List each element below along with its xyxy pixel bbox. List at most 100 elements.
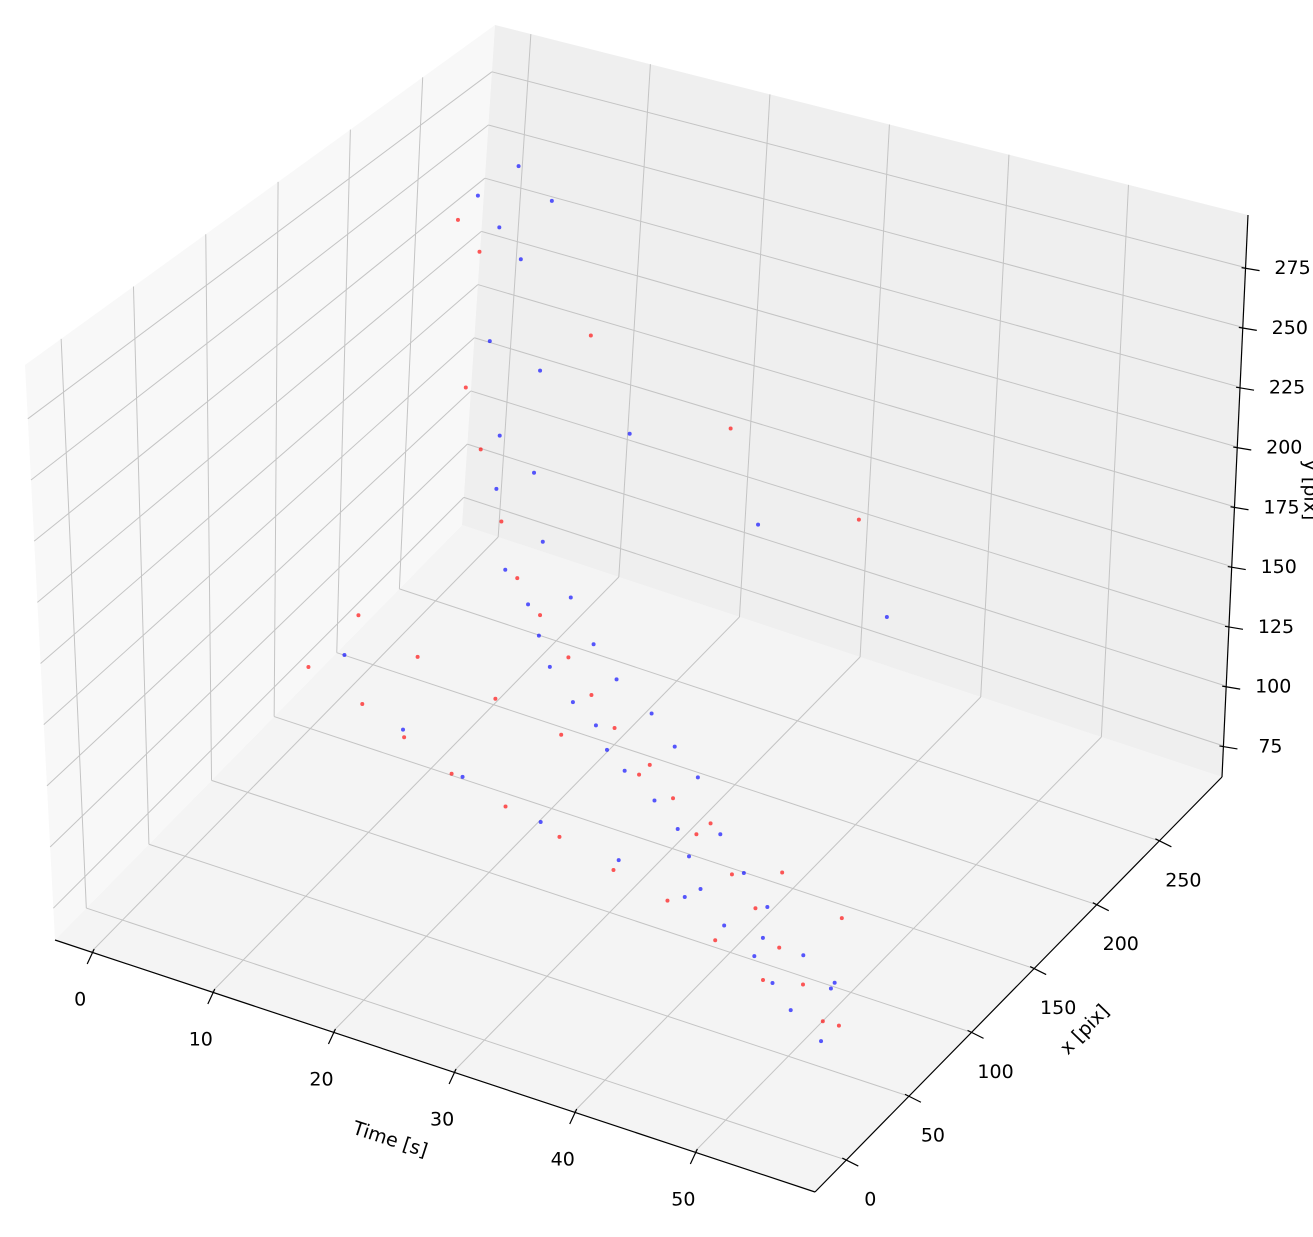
data-point bbox=[777, 945, 782, 950]
tick-mark bbox=[1092, 902, 1110, 912]
data-point bbox=[503, 567, 508, 572]
data-point bbox=[463, 385, 468, 390]
data-point bbox=[753, 906, 758, 911]
data-point bbox=[593, 723, 598, 728]
grid-line bbox=[497, 34, 532, 538]
grid-line bbox=[211, 779, 972, 1033]
grid-line bbox=[738, 94, 771, 618]
tick-mark bbox=[448, 1068, 457, 1085]
data-point bbox=[616, 858, 621, 863]
grid-line bbox=[132, 286, 150, 845]
data-point bbox=[729, 872, 734, 877]
data-point bbox=[604, 747, 609, 752]
axis-line bbox=[1221, 214, 1249, 778]
data-point bbox=[718, 832, 723, 837]
grid-line bbox=[477, 284, 1235, 508]
data-point bbox=[652, 798, 657, 803]
data-point bbox=[475, 193, 480, 198]
grid-line bbox=[398, 77, 424, 589]
grid-line bbox=[336, 129, 351, 653]
tick-mark bbox=[689, 1148, 698, 1165]
grid-line bbox=[474, 337, 1232, 568]
tick-mark bbox=[1224, 625, 1244, 630]
data-point bbox=[637, 772, 642, 777]
axis-line bbox=[54, 939, 816, 1193]
data-point bbox=[503, 804, 508, 809]
grid-line bbox=[481, 230, 1238, 448]
x-tick-label: 50 bbox=[671, 1189, 695, 1211]
data-point bbox=[518, 257, 523, 262]
data-point bbox=[478, 447, 483, 452]
data-point bbox=[665, 898, 670, 903]
data-point bbox=[515, 576, 520, 581]
data-point bbox=[722, 923, 727, 928]
data-point bbox=[549, 198, 554, 203]
back-pane bbox=[462, 25, 1248, 777]
grid-line bbox=[980, 154, 1010, 698]
data-point bbox=[547, 664, 552, 669]
grid-line bbox=[484, 177, 1241, 388]
grid-line bbox=[332, 616, 740, 1033]
data-point bbox=[487, 339, 492, 344]
data-point bbox=[649, 711, 654, 716]
data-point bbox=[760, 935, 765, 940]
grid-line bbox=[33, 177, 486, 542]
data-point bbox=[566, 655, 571, 660]
grid-line bbox=[488, 124, 1243, 328]
tick-mark bbox=[1155, 838, 1172, 848]
grid-line bbox=[30, 124, 489, 481]
data-point bbox=[765, 904, 770, 909]
data-point bbox=[538, 368, 543, 373]
grid-line bbox=[90, 536, 499, 953]
data-point bbox=[493, 696, 498, 701]
data-point bbox=[694, 832, 699, 837]
tick-mark bbox=[1230, 506, 1249, 511]
data-point bbox=[671, 796, 676, 801]
grid-line bbox=[1100, 184, 1129, 738]
grid-line bbox=[211, 576, 620, 993]
tick-mark bbox=[207, 988, 216, 1005]
grid-line bbox=[27, 71, 493, 420]
x-tick-label: 20 bbox=[309, 1069, 333, 1091]
data-point bbox=[760, 978, 765, 983]
grid-line bbox=[60, 338, 87, 909]
data-point bbox=[695, 775, 700, 780]
data-point bbox=[570, 700, 575, 705]
data-point bbox=[306, 665, 311, 670]
data-point bbox=[611, 867, 616, 872]
tick-mark bbox=[569, 1108, 578, 1125]
data-point bbox=[800, 982, 805, 987]
data-point bbox=[708, 821, 713, 826]
grid-line bbox=[618, 64, 651, 578]
data-point bbox=[449, 771, 454, 776]
grid-line bbox=[399, 588, 1160, 842]
data-point bbox=[682, 894, 687, 899]
grid-line bbox=[49, 443, 468, 848]
data-point bbox=[752, 954, 757, 959]
data-point bbox=[884, 614, 889, 619]
data-point bbox=[460, 774, 465, 779]
grid-line bbox=[470, 390, 1230, 627]
z-tick-label: 125 bbox=[1258, 616, 1294, 638]
data-point bbox=[675, 827, 680, 832]
y-tick-label: 250 bbox=[1165, 869, 1201, 891]
tick-mark bbox=[842, 1157, 859, 1167]
data-point bbox=[415, 654, 420, 659]
grid-line bbox=[205, 234, 213, 781]
data-point bbox=[538, 613, 543, 618]
data-point bbox=[540, 539, 545, 544]
data-point bbox=[402, 735, 407, 740]
tick-mark bbox=[1227, 565, 1246, 571]
grid-line bbox=[43, 337, 475, 726]
grid-line bbox=[148, 843, 910, 1097]
z-tick-label: 200 bbox=[1266, 436, 1302, 458]
y-tick-label: 200 bbox=[1103, 933, 1139, 955]
grid-line bbox=[463, 496, 1224, 747]
data-point bbox=[647, 762, 652, 767]
grid-line bbox=[573, 696, 982, 1113]
data-point bbox=[741, 871, 746, 876]
data-point bbox=[356, 613, 361, 618]
data-point bbox=[526, 602, 531, 607]
data-point bbox=[713, 938, 718, 943]
